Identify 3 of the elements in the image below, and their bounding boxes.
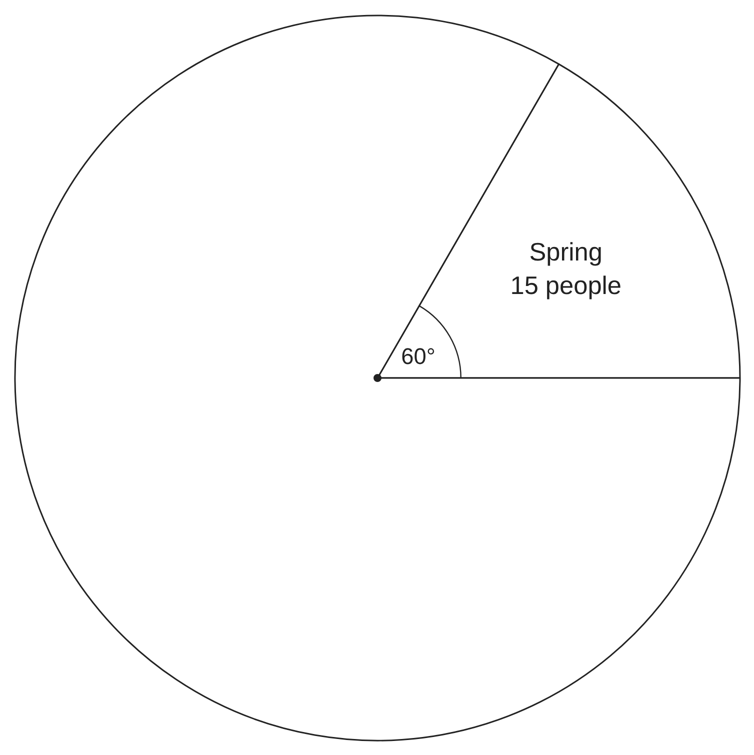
slice-label: Spring — [529, 238, 602, 266]
text: 60° — [401, 343, 436, 370]
data-label: 15 people — [510, 272, 622, 300]
